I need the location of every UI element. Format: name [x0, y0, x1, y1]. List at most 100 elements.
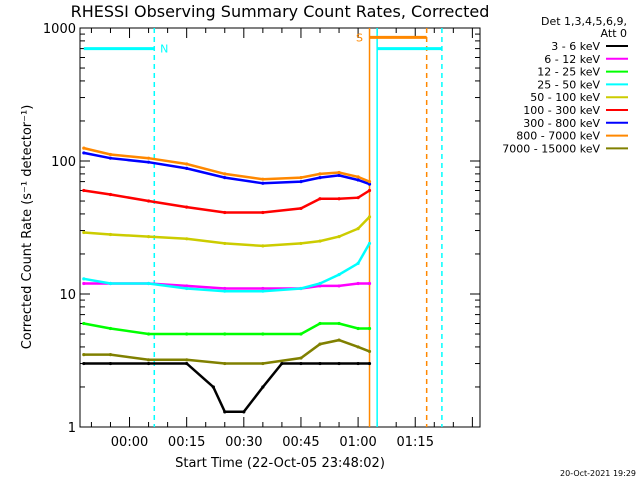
- series-point: [367, 349, 372, 354]
- legend-label: 100 - 300 keV: [523, 104, 600, 117]
- series-point: [223, 210, 227, 215]
- series-point: [367, 281, 372, 286]
- series-point: [356, 178, 360, 182]
- annotation-label: S: [356, 31, 363, 44]
- plot-area: NS: [79, 27, 481, 428]
- series-point: [367, 180, 372, 184]
- series-point: [356, 196, 360, 200]
- series-point: [108, 353, 113, 357]
- series-point: [318, 172, 322, 176]
- series-point: [185, 361, 189, 366]
- series-point: [146, 199, 151, 203]
- series-point: [108, 156, 113, 160]
- y-tick-label: 100: [51, 155, 76, 170]
- series-point: [337, 235, 341, 239]
- series-point: [318, 281, 322, 286]
- series-point: [108, 326, 113, 331]
- series-point: [337, 197, 341, 201]
- legend-label: 25 - 50 keV: [537, 78, 600, 91]
- legend-label: 6 - 12 keV: [544, 53, 600, 66]
- series-point: [299, 361, 303, 366]
- series-point: [211, 385, 215, 389]
- series-point: [367, 215, 372, 219]
- series-point: [299, 356, 303, 360]
- series-point: [223, 176, 227, 180]
- series-point: [318, 176, 322, 180]
- series-point: [146, 235, 151, 239]
- series-point: [318, 321, 322, 326]
- series-point: [185, 286, 189, 291]
- series-line-4: [83, 216, 371, 248]
- chart-title: RHESSI Observing Summary Count Rates, Co…: [71, 2, 490, 21]
- series-line-0: [83, 362, 370, 414]
- series-point: [356, 326, 360, 331]
- series-point: [82, 281, 86, 286]
- series-point: [146, 358, 151, 362]
- series-point: [185, 205, 189, 209]
- series-point: [337, 272, 341, 277]
- y-tick-label: 1: [68, 421, 76, 436]
- series-point: [185, 358, 189, 362]
- series-point: [367, 361, 372, 366]
- series-point: [299, 286, 303, 291]
- series-point: [108, 281, 113, 286]
- series-point: [318, 284, 322, 288]
- series-point: [82, 321, 86, 326]
- y-tick-label: 10: [59, 288, 76, 303]
- series-point: [242, 410, 246, 414]
- series-point: [299, 180, 303, 184]
- series-point: [337, 361, 341, 366]
- plot-frame: [79, 27, 481, 428]
- series-point: [82, 230, 86, 235]
- series-point: [185, 332, 189, 336]
- series-point: [108, 232, 113, 237]
- series-point: [318, 361, 322, 366]
- series-point: [261, 332, 265, 336]
- series-point: [146, 281, 151, 286]
- series-point: [367, 241, 372, 246]
- series-point: [356, 261, 360, 265]
- series-point: [146, 361, 151, 366]
- series-point: [261, 244, 265, 248]
- series-point: [223, 410, 227, 414]
- series-point: [337, 338, 341, 342]
- series-point: [367, 188, 372, 193]
- series-line-3: [83, 242, 371, 293]
- series-point: [337, 173, 341, 177]
- series-point: [82, 361, 86, 366]
- series-point: [82, 353, 86, 357]
- x-tick-label: 00:15: [168, 435, 205, 450]
- series-point: [356, 227, 360, 231]
- series-point: [318, 239, 322, 243]
- series-point: [356, 281, 360, 286]
- x-tick-label: 01:15: [397, 435, 434, 450]
- x-tick-label: 00:45: [282, 435, 319, 450]
- series-point: [82, 277, 86, 281]
- series-point: [146, 332, 151, 336]
- series-line-8: [83, 338, 370, 365]
- series-point: [223, 241, 227, 246]
- series-point: [185, 166, 189, 170]
- series-point: [261, 210, 265, 215]
- series-point: [299, 176, 303, 180]
- series-point: [367, 182, 372, 186]
- series-point: [299, 206, 303, 211]
- series-point: [318, 342, 322, 346]
- y-axis-label: Corrected Count Rate (s⁻¹ detector⁻¹): [20, 105, 35, 350]
- legend-label: 3 - 6 keV: [551, 40, 600, 53]
- legend-label: 12 - 25 keV: [537, 66, 600, 79]
- legend-label: 300 - 800 keV: [523, 117, 600, 130]
- annotation-label: N: [160, 43, 168, 56]
- series-point: [185, 237, 189, 241]
- series-point: [223, 172, 227, 176]
- series-line-6: [83, 151, 370, 186]
- legend-label: 50 - 100 keV: [530, 91, 600, 104]
- series-point: [356, 361, 360, 366]
- footer-date: 20-Oct-2021 19:29: [560, 469, 636, 478]
- legend-header-detectors: Det 1,3,4,5,6,9,: [541, 15, 627, 28]
- series-point: [261, 177, 265, 181]
- series-point: [82, 146, 86, 150]
- series-point: [146, 160, 151, 164]
- series-point: [318, 197, 322, 201]
